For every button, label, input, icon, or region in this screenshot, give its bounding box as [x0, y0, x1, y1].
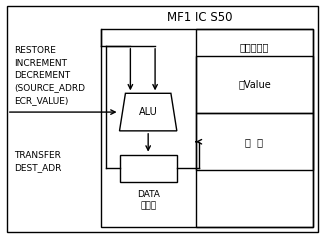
- Bar: [101, 29, 313, 227]
- Polygon shape: [120, 93, 177, 131]
- Bar: [196, 113, 313, 170]
- Text: TRANSFER
DEST_ADR: TRANSFER DEST_ADR: [14, 151, 61, 172]
- Text: ALU: ALU: [139, 107, 158, 117]
- Bar: [120, 154, 177, 182]
- Text: 源Value: 源Value: [238, 79, 271, 89]
- Text: 芯片存储器: 芯片存储器: [240, 42, 269, 52]
- Bar: [196, 29, 313, 227]
- Text: DATA
寄存器: DATA 寄存器: [137, 190, 160, 210]
- Bar: [196, 56, 313, 113]
- Text: 结  果: 结 果: [245, 137, 264, 147]
- Text: MF1 IC S50: MF1 IC S50: [167, 11, 232, 24]
- Text: RESTORE
INCREMENT
DECREMENT
(SOURCE_ADRD
ECR_VALUE): RESTORE INCREMENT DECREMENT (SOURCE_ADRD…: [14, 46, 85, 105]
